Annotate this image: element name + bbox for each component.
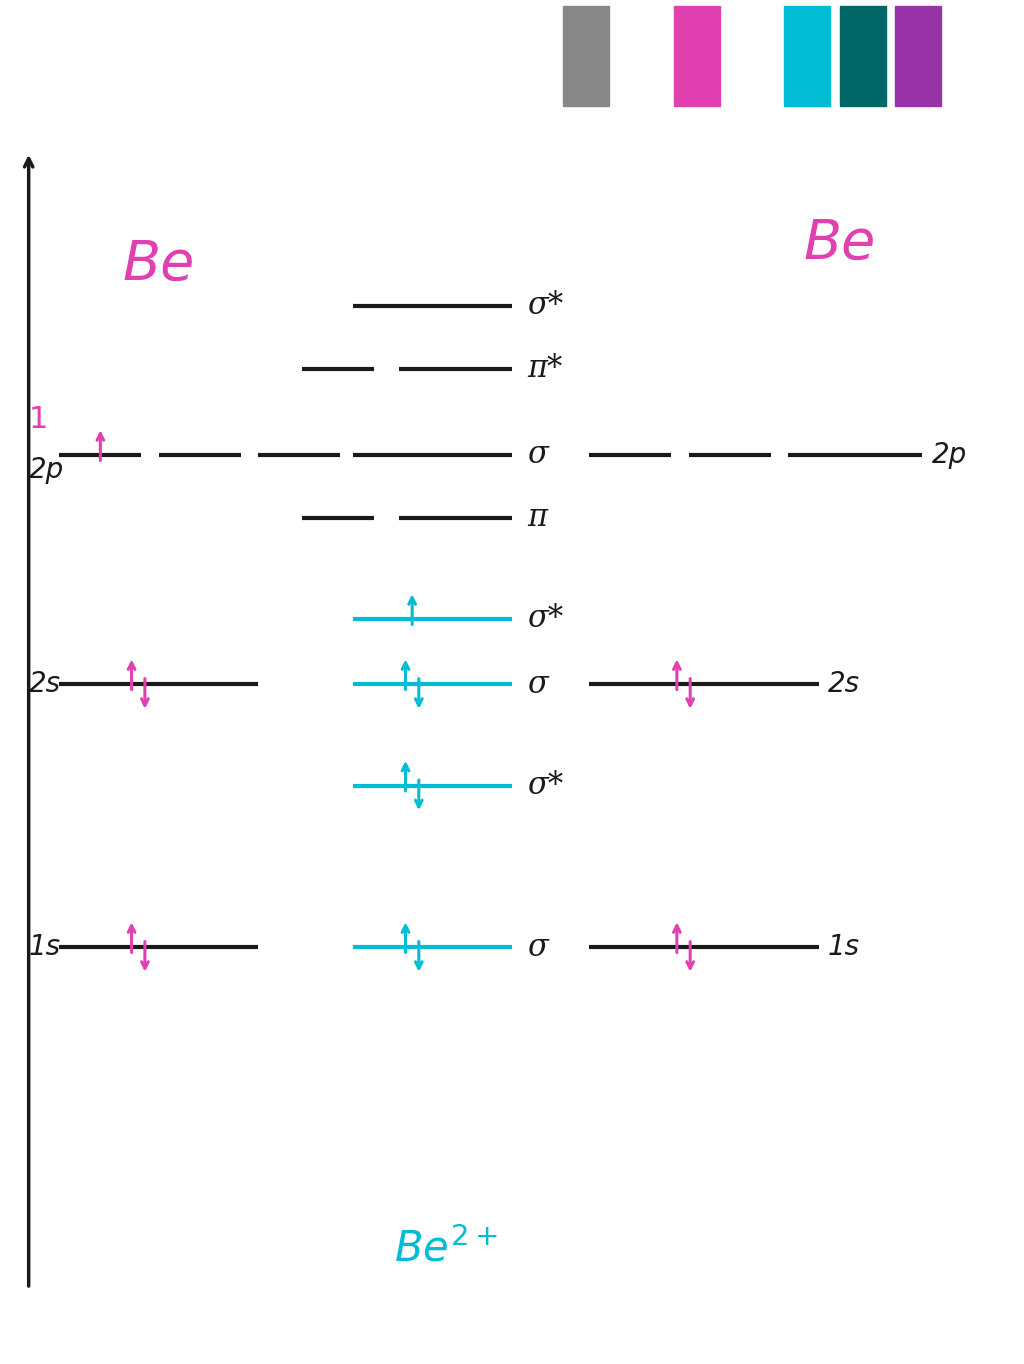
Text: 2s: 2s (29, 670, 60, 698)
Text: σ*: σ* (527, 603, 563, 634)
Text: π: π (527, 502, 548, 533)
Text: 2s: 2s (827, 670, 859, 698)
Text: σ*: σ* (527, 291, 563, 322)
Text: 1s: 1s (29, 933, 60, 962)
Bar (729, 5, 775, 106)
Text: σ: σ (527, 932, 548, 963)
Text: 9:41 AM  Tue Jan 9: 9:41 AM Tue Jan 9 (20, 27, 162, 42)
Text: Be: Be (123, 239, 195, 291)
Text: π*: π* (527, 353, 562, 385)
Bar (895, 5, 941, 106)
Text: 2p: 2p (29, 456, 63, 484)
Text: Be: Be (804, 217, 876, 270)
Text: 2p: 2p (932, 441, 967, 469)
Bar (674, 5, 720, 106)
Text: σ: σ (527, 439, 548, 471)
Text: σ*: σ* (527, 771, 563, 801)
Text: $Be^{2+}$: $Be^{2+}$ (393, 1228, 498, 1270)
Bar (784, 5, 830, 106)
Bar (618, 5, 665, 106)
Bar (840, 5, 886, 106)
Text: 1: 1 (29, 405, 48, 434)
Bar (563, 5, 609, 106)
Text: σ: σ (527, 668, 548, 700)
Text: 1s: 1s (827, 933, 859, 962)
